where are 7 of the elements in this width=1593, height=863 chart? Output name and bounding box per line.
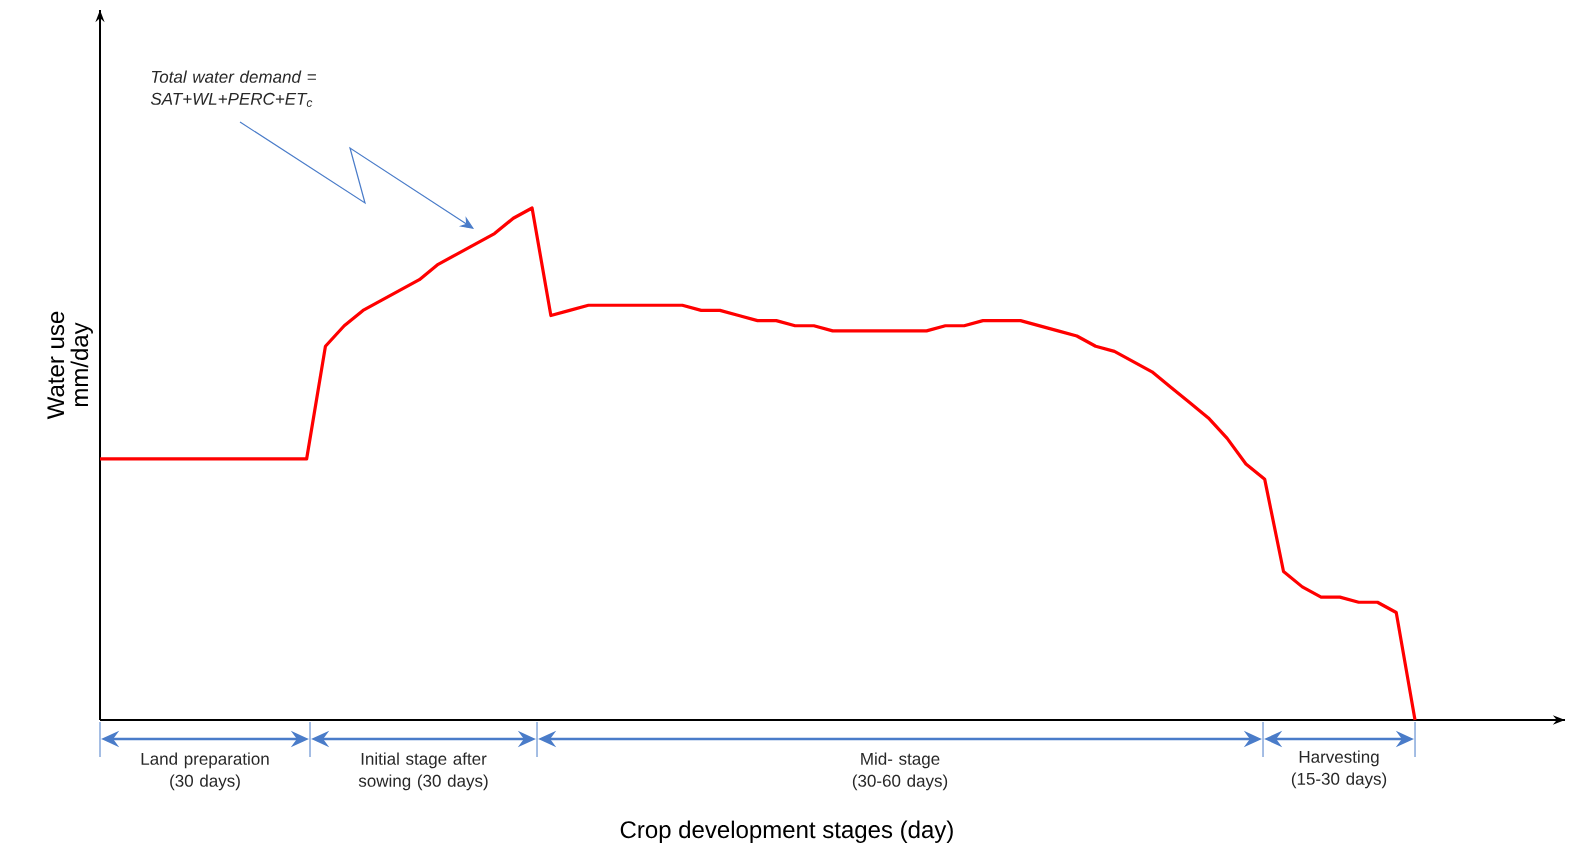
text: Initial stage after sowing (30 days) [358, 752, 488, 791]
text: Mid- stage (30-60 days) [852, 752, 948, 791]
y-axis-title: Water use mm/day [47, 311, 93, 420]
text: Total water demand = SAT+WL+PERC+ET$_{c}$ [150, 70, 316, 107]
x-axis-title: Crop development stages (day) [620, 820, 953, 843]
text: Land preparation (30 days) [141, 752, 269, 791]
text: Harvesting (15-30 days) [1291, 750, 1387, 789]
